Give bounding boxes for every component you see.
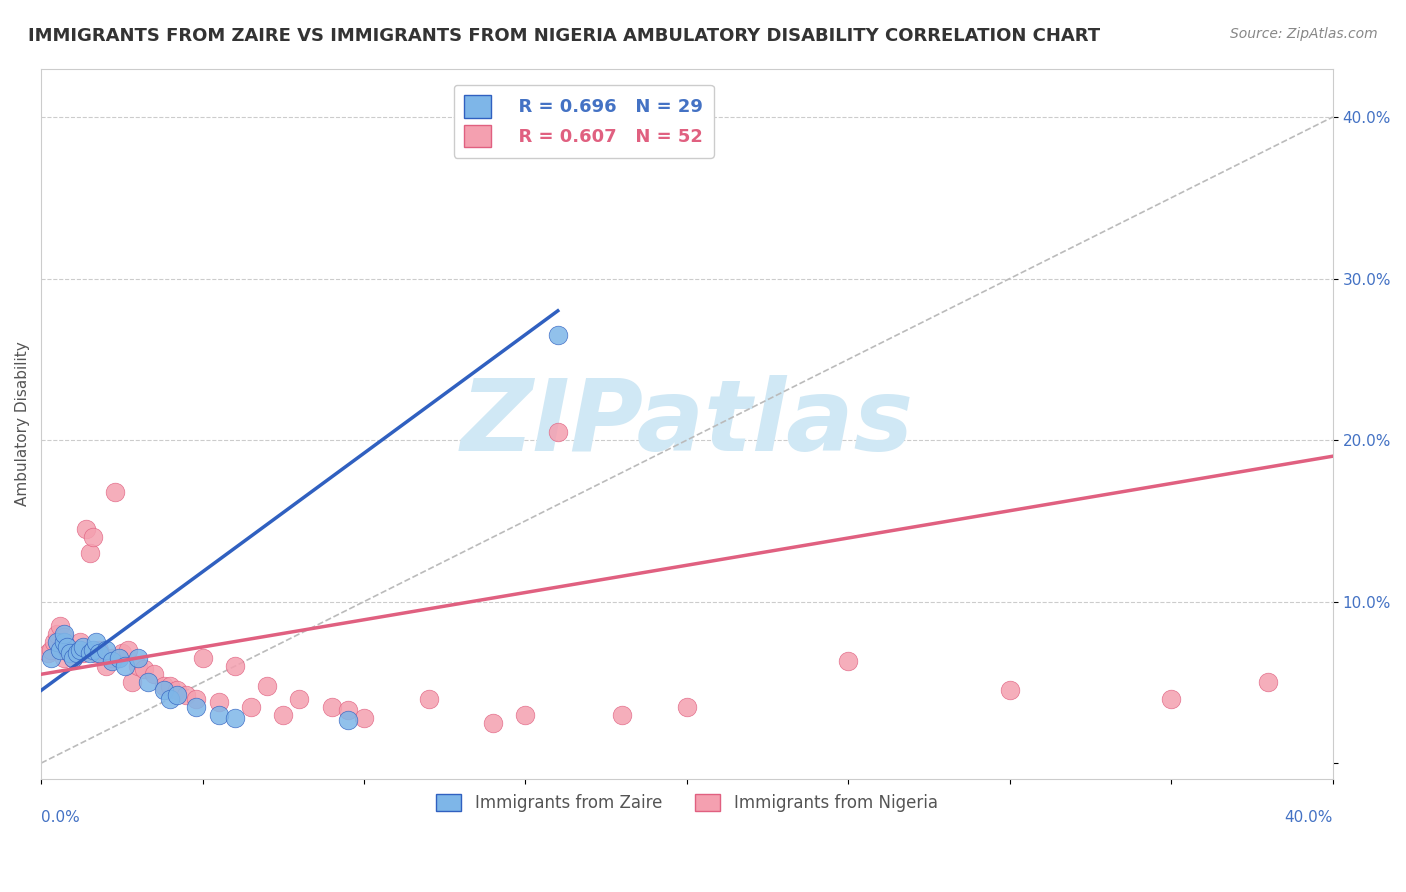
Point — [418, 691, 440, 706]
Point — [127, 659, 149, 673]
Point — [184, 699, 207, 714]
Point — [111, 646, 134, 660]
Point — [153, 679, 176, 693]
Point — [82, 643, 104, 657]
Text: ZIPatlas: ZIPatlas — [460, 376, 914, 473]
Text: 0.0%: 0.0% — [41, 810, 80, 825]
Point — [166, 688, 188, 702]
Point — [159, 691, 181, 706]
Point — [136, 675, 159, 690]
Point — [143, 667, 166, 681]
Point — [208, 707, 231, 722]
Point — [114, 659, 136, 673]
Point — [134, 662, 156, 676]
Point — [612, 707, 634, 722]
Point — [107, 651, 129, 665]
Point — [82, 530, 104, 544]
Point — [66, 646, 89, 660]
Point — [62, 651, 84, 665]
Point — [37, 646, 59, 660]
Point — [89, 646, 111, 660]
Point — [1160, 691, 1182, 706]
Point — [837, 654, 859, 668]
Point — [121, 675, 143, 690]
Point — [75, 522, 97, 536]
Point — [176, 688, 198, 702]
Point — [84, 635, 107, 649]
Point — [101, 654, 124, 668]
Text: 40.0%: 40.0% — [1285, 810, 1333, 825]
Point — [42, 635, 65, 649]
Point — [79, 546, 101, 560]
Point — [39, 643, 62, 657]
Point — [46, 627, 69, 641]
Point — [676, 699, 699, 714]
Point — [56, 640, 79, 654]
Point — [127, 651, 149, 665]
Point — [353, 711, 375, 725]
Point — [52, 635, 75, 649]
Point — [208, 695, 231, 709]
Point — [336, 703, 359, 717]
Point — [79, 646, 101, 660]
Point — [72, 640, 94, 654]
Point — [271, 707, 294, 722]
Text: Source: ZipAtlas.com: Source: ZipAtlas.com — [1230, 27, 1378, 41]
Point — [84, 646, 107, 660]
Y-axis label: Ambulatory Disability: Ambulatory Disability — [15, 342, 30, 507]
Point — [288, 691, 311, 706]
Text: IMMIGRANTS FROM ZAIRE VS IMMIGRANTS FROM NIGERIA AMBULATORY DISABILITY CORRELATI: IMMIGRANTS FROM ZAIRE VS IMMIGRANTS FROM… — [28, 27, 1101, 45]
Point — [66, 643, 89, 657]
Point — [184, 691, 207, 706]
Point — [69, 635, 91, 649]
Point — [336, 713, 359, 727]
Point — [998, 683, 1021, 698]
Point — [94, 659, 117, 673]
Point — [482, 715, 505, 730]
Point — [62, 651, 84, 665]
Point — [1257, 675, 1279, 690]
Point — [224, 659, 246, 673]
Point — [39, 651, 62, 665]
Point — [52, 627, 75, 641]
Point — [166, 683, 188, 698]
Point — [153, 683, 176, 698]
Point — [240, 699, 263, 714]
Point — [46, 635, 69, 649]
Point — [321, 699, 343, 714]
Point — [547, 328, 569, 343]
Point — [101, 651, 124, 665]
Point — [117, 643, 139, 657]
Point — [56, 640, 79, 654]
Point — [94, 643, 117, 657]
Point — [49, 619, 72, 633]
Point — [104, 484, 127, 499]
Point — [191, 651, 214, 665]
Point — [59, 646, 82, 660]
Point — [547, 425, 569, 439]
Point — [52, 651, 75, 665]
Point — [159, 679, 181, 693]
Point — [52, 630, 75, 644]
Point — [49, 643, 72, 657]
Point — [256, 679, 278, 693]
Point — [224, 711, 246, 725]
Point — [515, 707, 537, 722]
Legend: Immigrants from Zaire, Immigrants from Nigeria: Immigrants from Zaire, Immigrants from N… — [427, 786, 946, 821]
Point — [72, 646, 94, 660]
Point — [69, 643, 91, 657]
Point — [59, 646, 82, 660]
Point — [89, 643, 111, 657]
